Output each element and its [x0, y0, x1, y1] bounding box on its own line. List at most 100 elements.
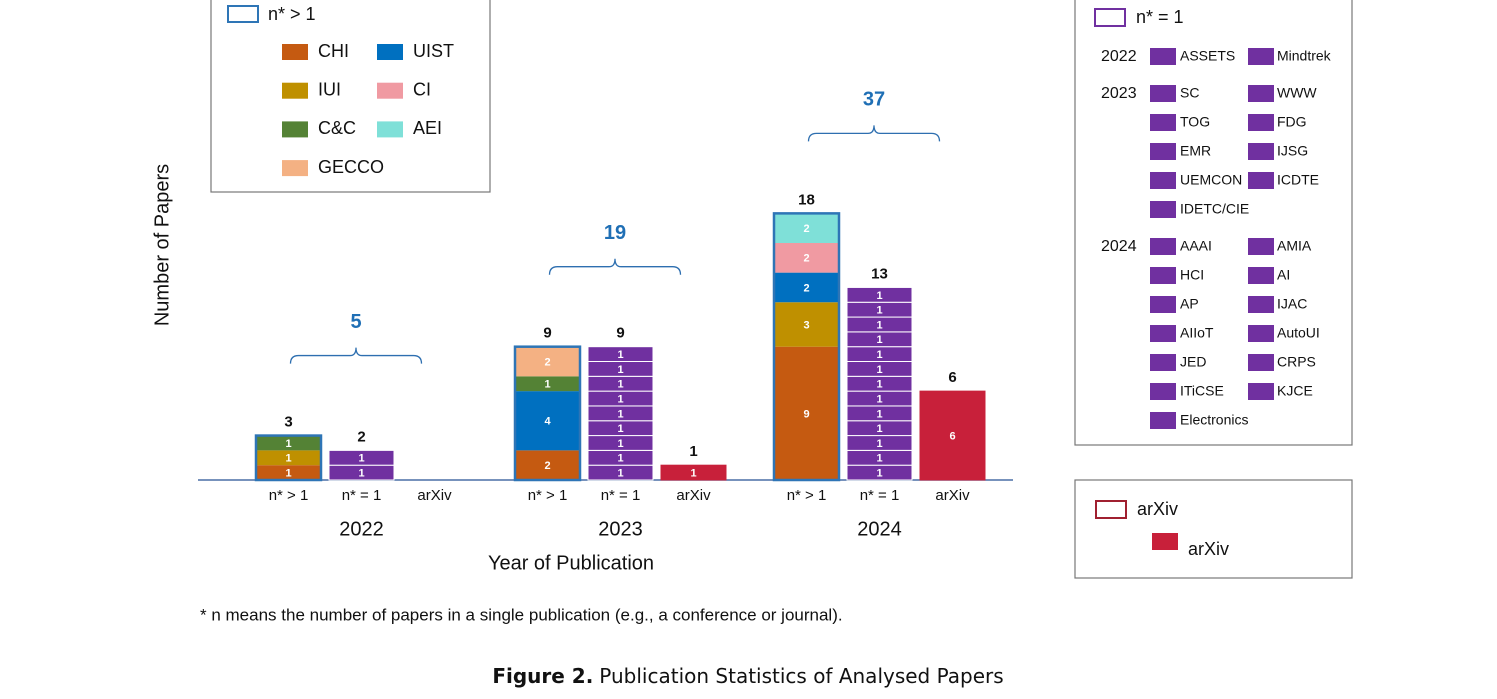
bar-total: 18	[798, 191, 815, 208]
legend-label: CHI	[318, 41, 349, 61]
legend-swatch	[377, 82, 403, 99]
legend-label: UEMCON	[1180, 172, 1242, 188]
bar-segment	[774, 272, 839, 303]
year-label: 2024	[857, 518, 902, 540]
bar-label: 1	[617, 393, 623, 405]
legend-swatch	[1150, 85, 1176, 102]
bar-label: 1	[876, 364, 882, 376]
bar-segment	[256, 450, 321, 466]
bar-label: 1	[876, 468, 882, 480]
bar-total: 6	[948, 369, 956, 386]
legend-label: Electronics	[1180, 412, 1248, 428]
legend-swatch	[1248, 383, 1274, 400]
legend-swatch	[1150, 143, 1176, 160]
bar-label: 1	[876, 334, 882, 346]
legend-year: 2024	[1101, 238, 1137, 255]
legend-label: AAAI	[1180, 238, 1212, 254]
bar-total: 2	[357, 428, 365, 445]
bar-segment	[515, 450, 580, 480]
legend-swatch	[1248, 172, 1274, 189]
bar-total: 9	[616, 325, 624, 342]
legend-swatch	[1152, 533, 1178, 550]
legend-year: 2023	[1101, 85, 1137, 102]
legend-box	[1074, 479, 1353, 579]
legend-swatch	[1248, 267, 1274, 284]
legend-label: IDETC/CIE	[1180, 201, 1249, 217]
bar-segment	[256, 435, 321, 451]
bar-segment	[660, 464, 727, 481]
caption: Figure 2. Publication Statistics of Analy…	[492, 664, 1003, 688]
legend-label: AI	[1277, 267, 1290, 283]
year-label: 2023	[598, 518, 643, 540]
group-label: arXiv	[417, 487, 452, 504]
legend-swatch	[282, 121, 308, 138]
bar-total: 3	[284, 414, 292, 431]
x-axis-label: Year of Publication	[488, 552, 654, 574]
legend-title-swatch	[1095, 500, 1127, 519]
legend-label: JED	[1180, 354, 1206, 370]
bar-label: 2	[544, 356, 550, 368]
year-total: 5	[350, 311, 361, 333]
y-axis-label: Number of Papers	[151, 164, 173, 326]
bar-label: 1	[617, 408, 623, 420]
legend-label: KJCE	[1277, 383, 1313, 399]
group-label: arXiv	[935, 487, 970, 504]
legend-swatch	[1248, 354, 1274, 371]
bar-label: 1	[876, 423, 882, 435]
brace	[548, 258, 682, 275]
legend-swatch	[1150, 172, 1176, 189]
bar-segment	[515, 346, 580, 377]
legend-label: AP	[1180, 296, 1199, 312]
legend-label: ITiCSE	[1180, 383, 1224, 399]
bar-label: 6	[949, 430, 955, 442]
legend-swatch	[1150, 48, 1176, 65]
bar-segment	[774, 213, 839, 243]
group-label: n* > 1	[269, 487, 309, 504]
footnote: * n means the number of papers in a sing…	[200, 605, 843, 624]
bar-label: 1	[876, 319, 882, 331]
legend-label: WWW	[1277, 85, 1317, 101]
bar-segment	[515, 376, 580, 392]
bar-label: 9	[803, 408, 809, 420]
bar-total: 13	[871, 265, 888, 282]
year-total: 37	[863, 89, 885, 111]
bar-segment	[919, 390, 986, 481]
legend-swatch	[282, 82, 308, 99]
group-label: arXiv	[676, 487, 711, 504]
legend-label: UIST	[413, 41, 454, 61]
group-label: n* = 1	[342, 487, 382, 504]
brace	[289, 347, 423, 364]
bar-label: 1	[876, 453, 882, 465]
legend-label: ASSETS	[1180, 48, 1235, 64]
bar-label: 1	[617, 423, 623, 435]
caption-label: Figure 2.	[492, 664, 593, 688]
legend-swatch	[1248, 85, 1274, 102]
brace	[807, 125, 941, 142]
bar-label: 3	[803, 319, 809, 331]
bar-total: 9	[543, 325, 551, 342]
bar-outline	[254, 434, 323, 482]
legend-title: n* = 1	[1136, 7, 1184, 27]
legend-box	[210, 0, 491, 193]
bar-segment	[774, 302, 839, 347]
legend-label: IJAC	[1277, 296, 1307, 312]
legend-year: 2022	[1101, 48, 1137, 65]
legend-swatch	[1248, 48, 1274, 65]
bar-label: 1	[876, 349, 882, 361]
legend-swatch	[1150, 354, 1176, 371]
legend-label: Mindtrek	[1277, 48, 1332, 64]
legend-title: n* > 1	[268, 4, 316, 24]
legend-swatch	[1150, 296, 1176, 313]
bar-total: 1	[689, 443, 697, 460]
legend-label: IJSG	[1277, 143, 1308, 159]
bar-label: 1	[876, 393, 882, 405]
legend-swatch	[1150, 114, 1176, 131]
legend-label: EMR	[1180, 143, 1211, 159]
caption-text: Publication Statistics of Analysed Paper…	[599, 664, 1003, 688]
year-label: 2022	[339, 518, 384, 540]
legend-title: arXiv	[1137, 499, 1178, 519]
bar-label: 2	[803, 282, 809, 294]
bar-label: 1	[617, 379, 623, 391]
bar-label: 1	[617, 364, 623, 376]
bar-label: 2	[803, 253, 809, 265]
